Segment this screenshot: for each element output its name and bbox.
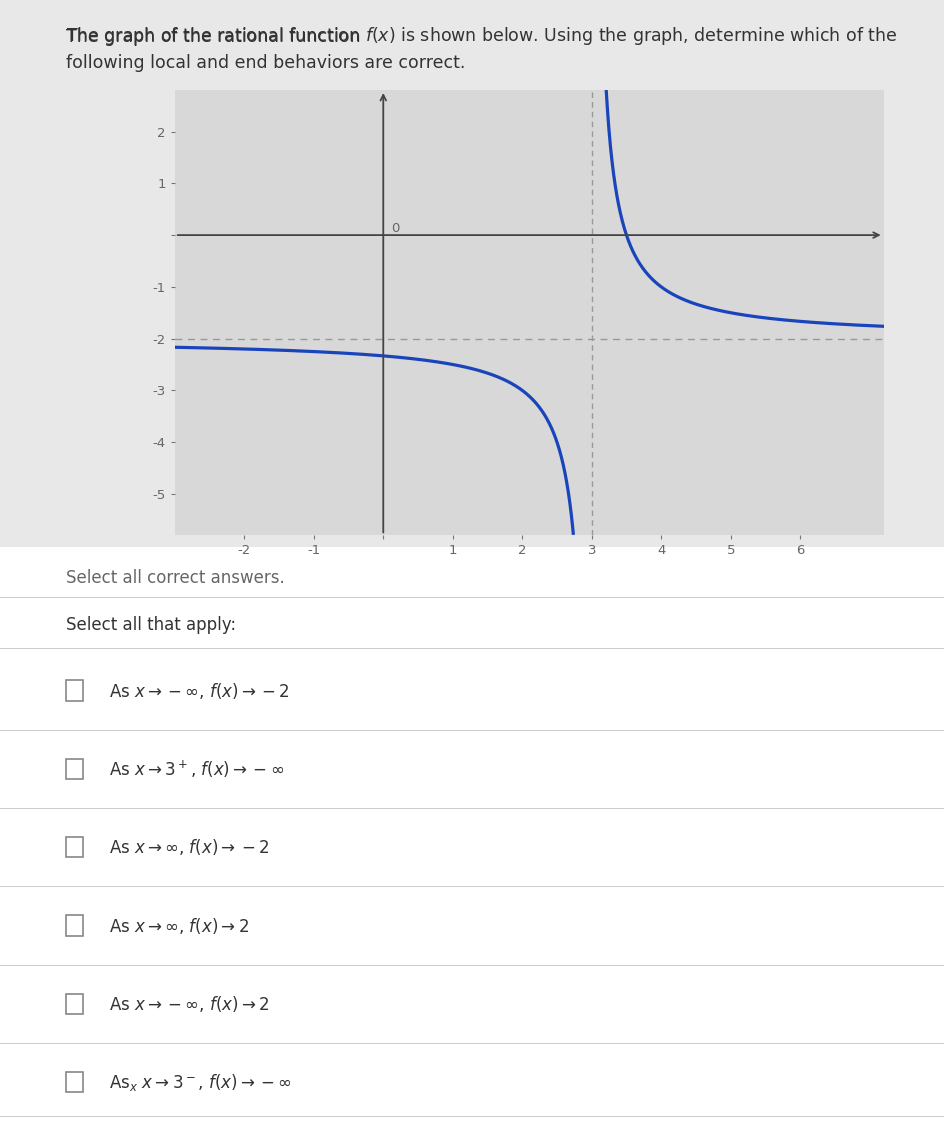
Text: The graph of the rational function: The graph of the rational function — [66, 28, 366, 46]
Text: As $x \rightarrow -\infty$, $f(x) \rightarrow 2$: As $x \rightarrow -\infty$, $f(x) \right… — [109, 994, 269, 1014]
Text: Select all correct answers.: Select all correct answers. — [66, 569, 284, 587]
Text: 0: 0 — [391, 222, 399, 236]
Text: Select all that apply:: Select all that apply: — [66, 616, 236, 635]
Text: As $x \rightarrow 3^+$, $f(x) \rightarrow -\infty$: As $x \rightarrow 3^+$, $f(x) \rightarro… — [109, 758, 283, 780]
Text: The graph of the rational function $f(x)$ is shown below. Using the graph, deter: The graph of the rational function $f(x)… — [66, 25, 897, 72]
Text: As $x \rightarrow \infty$, $f(x) \rightarrow 2$: As $x \rightarrow \infty$, $f(x) \righta… — [109, 915, 248, 935]
Text: As$_x$ $x \rightarrow 3^-$, $f(x) \rightarrow -\infty$: As$_x$ $x \rightarrow 3^-$, $f(x) \right… — [109, 1072, 291, 1093]
Text: As $x \rightarrow \infty$, $f(x) \rightarrow -2$: As $x \rightarrow \infty$, $f(x) \righta… — [109, 837, 269, 858]
Text: As $x \rightarrow -\infty$, $f(x) \rightarrow -2$: As $x \rightarrow -\infty$, $f(x) \right… — [109, 681, 289, 701]
